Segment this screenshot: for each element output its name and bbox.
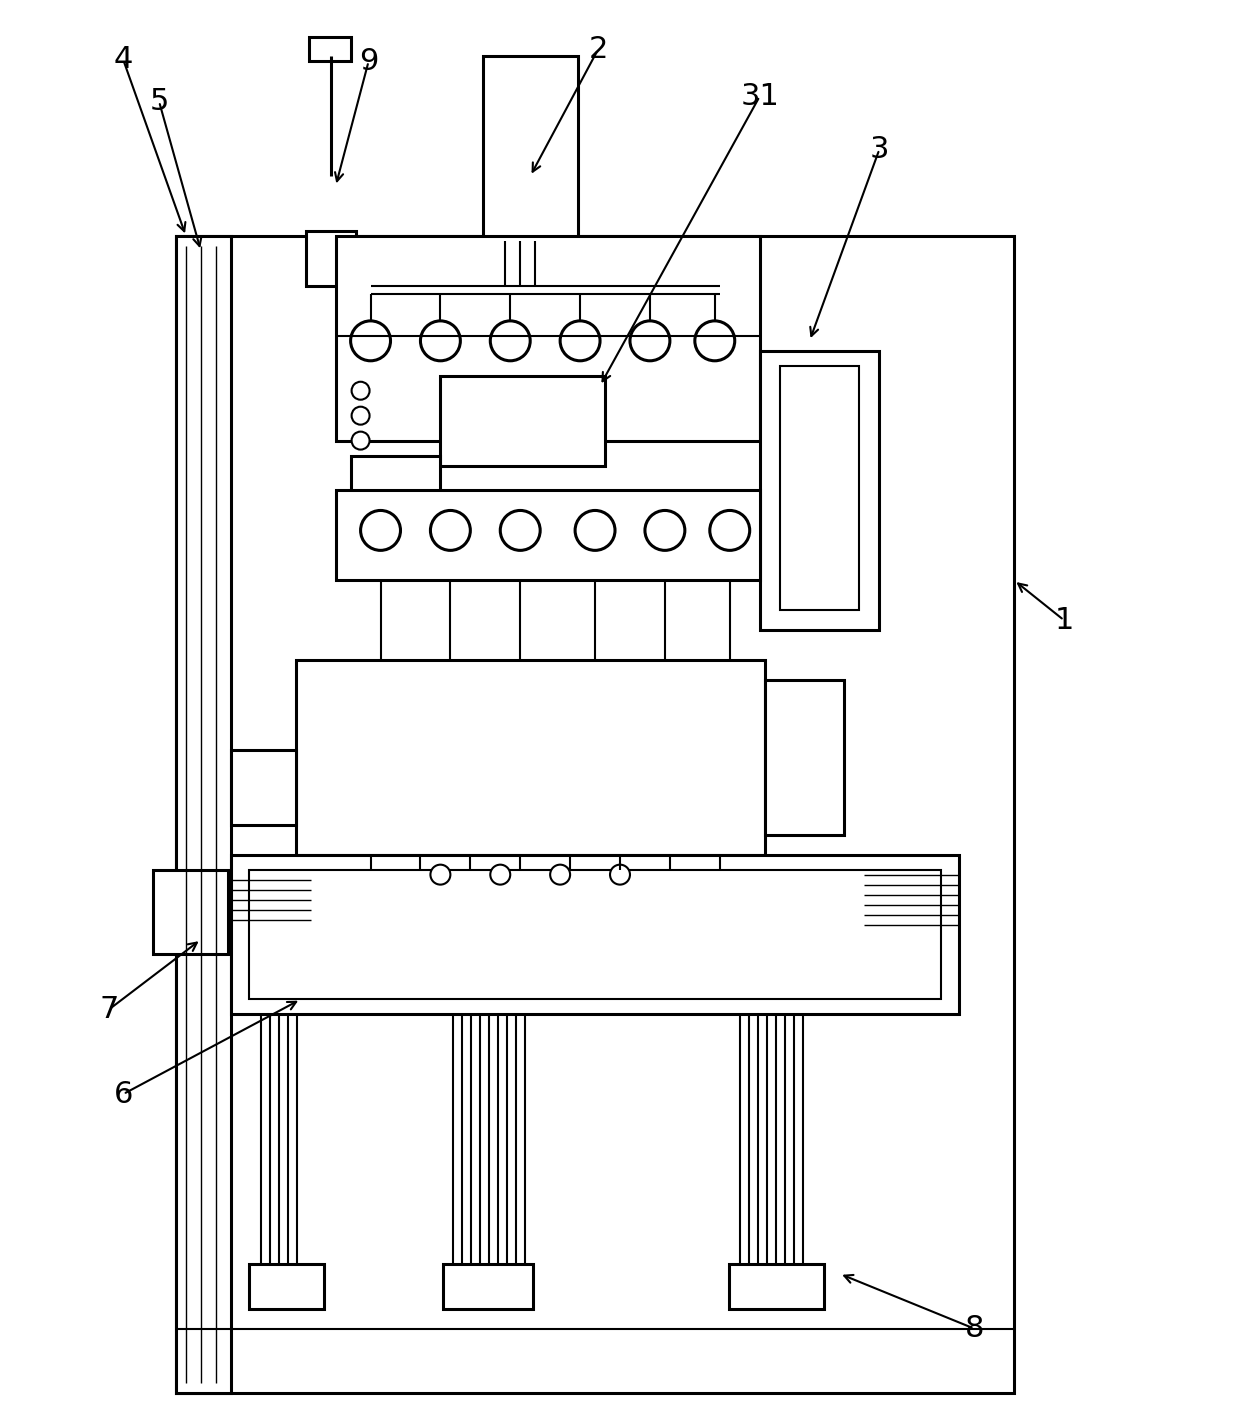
Circle shape	[709, 510, 750, 550]
Bar	[309, 37, 351, 61]
Bar	[249, 870, 941, 1000]
Bar	[231, 854, 960, 1014]
Text: 7: 7	[99, 995, 119, 1024]
Circle shape	[351, 320, 391, 360]
Text: 2: 2	[588, 36, 608, 64]
Bar	[249, 1263, 324, 1309]
Bar	[295, 661, 765, 854]
Bar	[351, 456, 440, 494]
Text: 1: 1	[1054, 605, 1074, 635]
Bar	[153, 870, 228, 954]
Bar	[336, 236, 760, 440]
Circle shape	[645, 510, 684, 550]
Text: 9: 9	[358, 47, 378, 75]
Circle shape	[694, 320, 735, 360]
Circle shape	[352, 382, 370, 400]
Bar	[336, 490, 760, 581]
Circle shape	[430, 864, 450, 884]
Circle shape	[352, 431, 370, 450]
Text: 3: 3	[869, 135, 889, 164]
Circle shape	[352, 407, 370, 424]
Circle shape	[490, 320, 531, 360]
Bar	[231, 750, 295, 824]
Bar	[444, 1263, 533, 1309]
Text: 4: 4	[113, 46, 133, 74]
Text: 6: 6	[113, 1079, 133, 1109]
Circle shape	[490, 864, 510, 884]
Bar	[780, 366, 859, 611]
Circle shape	[500, 510, 541, 550]
Circle shape	[420, 320, 460, 360]
Circle shape	[610, 864, 630, 884]
Bar	[440, 376, 605, 466]
Bar	[729, 1263, 823, 1309]
Circle shape	[560, 320, 600, 360]
Text: 5: 5	[149, 87, 169, 115]
Circle shape	[430, 510, 470, 550]
Text: 31: 31	[740, 83, 779, 111]
Circle shape	[361, 510, 401, 550]
Bar	[484, 57, 578, 241]
Bar	[765, 681, 844, 834]
Bar	[176, 236, 1014, 1394]
Circle shape	[575, 510, 615, 550]
Circle shape	[551, 864, 570, 884]
Bar	[306, 231, 356, 286]
Bar	[176, 236, 231, 1394]
Bar	[760, 350, 879, 631]
Circle shape	[630, 320, 670, 360]
Text: 8: 8	[965, 1314, 985, 1343]
